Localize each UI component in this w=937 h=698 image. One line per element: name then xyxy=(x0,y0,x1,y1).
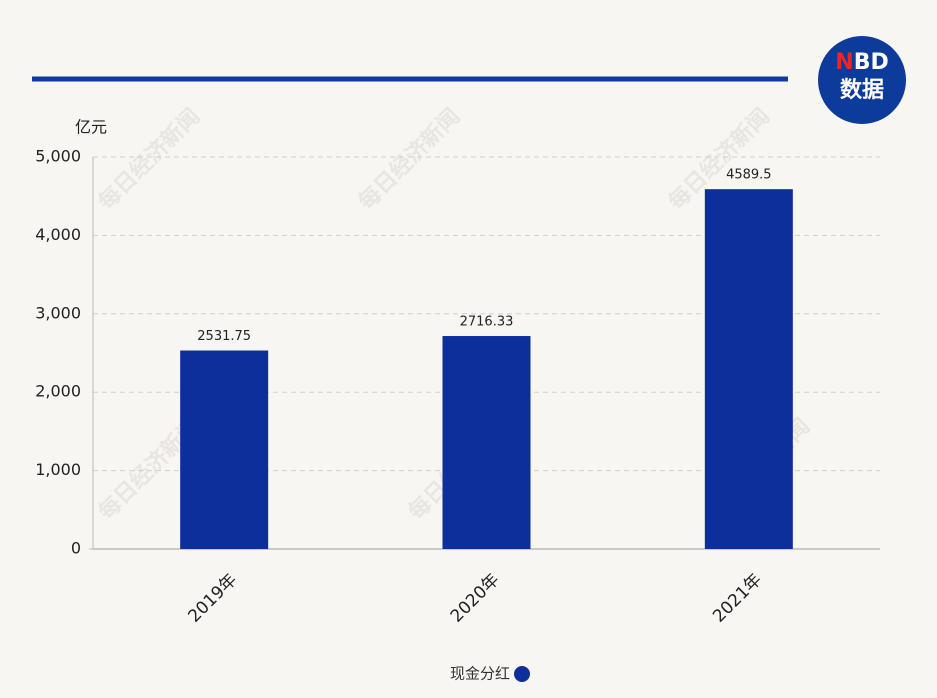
logo-text: NBD xyxy=(835,50,888,75)
y-tick-label: 2,000 xyxy=(35,382,81,401)
bar xyxy=(442,336,531,549)
y-tick-label: 4,000 xyxy=(35,225,81,244)
y-tick-label: 3,000 xyxy=(35,303,81,322)
logo-subtext: 数据 xyxy=(840,77,884,103)
bar xyxy=(180,350,269,549)
data-label: 2531.75 xyxy=(197,329,251,344)
legend-label: 现金分红 xyxy=(450,665,510,683)
logo-badge xyxy=(818,36,906,124)
bar xyxy=(704,189,793,549)
data-label: 4589.5 xyxy=(726,168,772,183)
y-tick-label: 0 xyxy=(71,539,81,558)
legend-swatch xyxy=(514,666,530,682)
data-label: 2716.33 xyxy=(460,315,514,330)
y-tick-label: 1,000 xyxy=(35,460,81,479)
y-tick-label: 5,000 xyxy=(35,147,81,166)
y-unit: 亿元 xyxy=(75,118,107,137)
